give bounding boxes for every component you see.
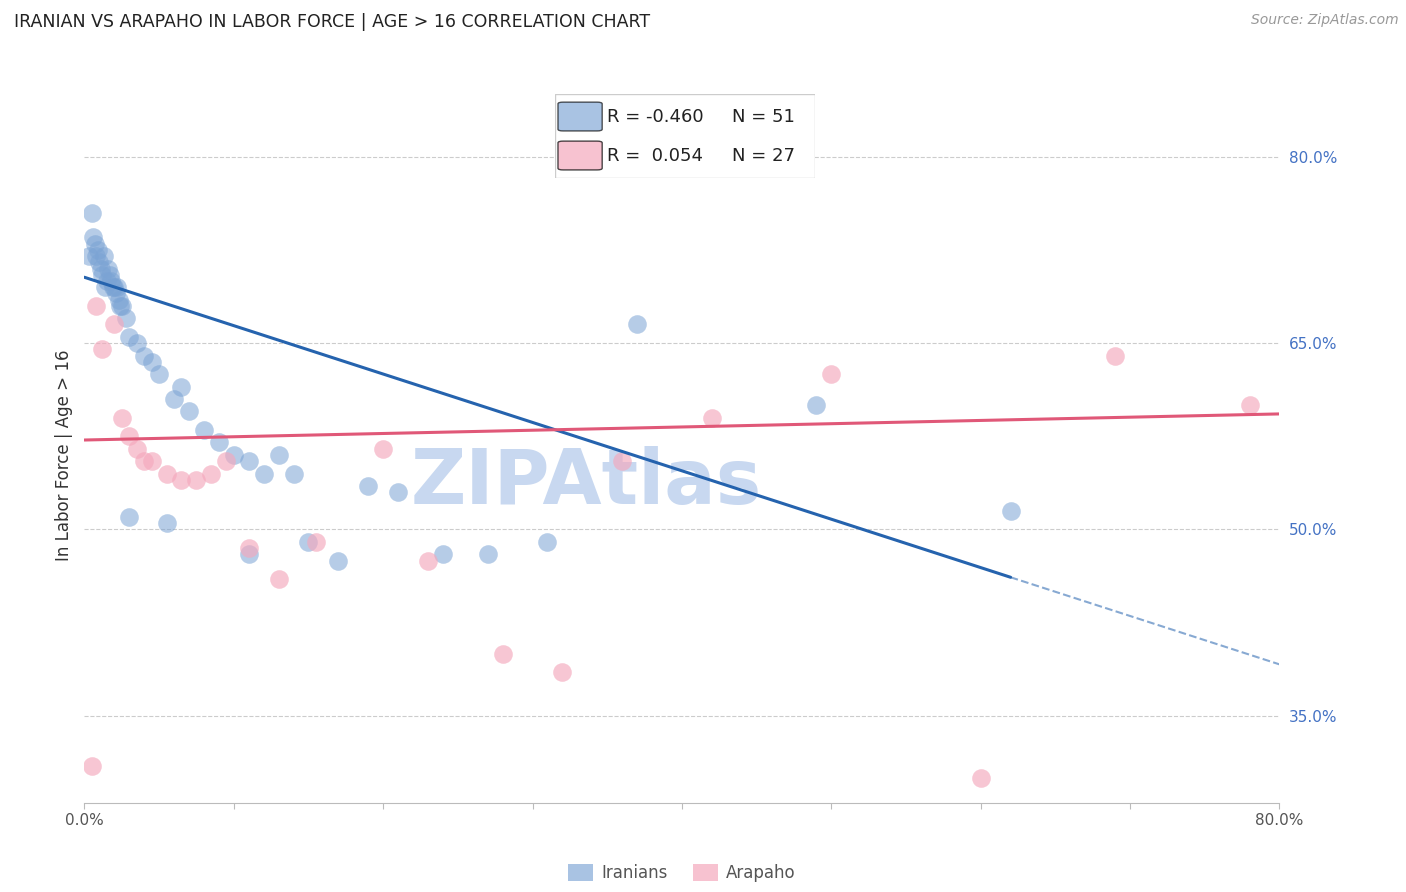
- Point: [387, 485, 409, 500]
- Point: [98, 268, 121, 282]
- Point: [94, 280, 117, 294]
- Point: [432, 547, 454, 561]
- Point: [141, 454, 163, 468]
- Point: [86, 299, 108, 313]
- Point: [155, 516, 177, 531]
- Point: [100, 274, 122, 288]
- Point: [148, 367, 170, 381]
- Point: [86, 249, 108, 263]
- Point: [97, 261, 120, 276]
- Point: [177, 404, 200, 418]
- Point: [193, 423, 215, 437]
- Point: [222, 448, 245, 462]
- Point: [492, 647, 515, 661]
- Text: ZIPAtlas: ZIPAtlas: [411, 446, 762, 520]
- Point: [87, 243, 110, 257]
- Point: [215, 454, 238, 468]
- Point: [238, 454, 260, 468]
- Point: [551, 665, 574, 680]
- Point: [118, 510, 141, 524]
- Point: [305, 534, 328, 549]
- Point: [141, 355, 163, 369]
- Point: [283, 467, 305, 481]
- Point: [96, 274, 118, 288]
- Point: [536, 534, 558, 549]
- Point: [111, 410, 134, 425]
- Point: [806, 398, 828, 412]
- Legend: Iranians, Arapaho: Iranians, Arapaho: [561, 857, 803, 888]
- Point: [610, 454, 633, 468]
- Point: [1104, 349, 1126, 363]
- Point: [110, 299, 132, 313]
- Text: R = -0.460: R = -0.460: [607, 108, 704, 126]
- Point: [90, 261, 112, 276]
- Point: [125, 336, 148, 351]
- FancyBboxPatch shape: [558, 141, 602, 169]
- Point: [1239, 398, 1261, 412]
- Point: [83, 236, 105, 251]
- Point: [155, 467, 177, 481]
- Point: [105, 280, 128, 294]
- Point: [118, 429, 141, 443]
- Point: [80, 758, 103, 772]
- Point: [253, 467, 276, 481]
- Text: N = 51: N = 51: [733, 108, 796, 126]
- Point: [111, 299, 134, 313]
- Point: [104, 286, 127, 301]
- Point: [626, 318, 648, 332]
- Point: [163, 392, 186, 406]
- Point: [93, 249, 115, 263]
- Point: [77, 249, 100, 263]
- Point: [416, 553, 439, 567]
- Text: N = 27: N = 27: [733, 146, 796, 164]
- Point: [820, 367, 842, 381]
- FancyBboxPatch shape: [558, 103, 602, 131]
- Point: [132, 454, 156, 468]
- Point: [371, 442, 394, 456]
- Point: [1000, 504, 1022, 518]
- Point: [200, 467, 222, 481]
- Point: [267, 572, 290, 586]
- Point: [115, 311, 138, 326]
- Text: R =  0.054: R = 0.054: [607, 146, 703, 164]
- Point: [91, 268, 114, 282]
- Point: [101, 280, 124, 294]
- Point: [91, 343, 114, 357]
- Point: [125, 442, 148, 456]
- Point: [208, 435, 231, 450]
- Y-axis label: In Labor Force | Age > 16: In Labor Force | Age > 16: [55, 349, 73, 561]
- Point: [700, 410, 723, 425]
- Point: [107, 293, 129, 307]
- Point: [82, 230, 104, 244]
- FancyBboxPatch shape: [555, 94, 815, 178]
- Point: [118, 330, 141, 344]
- Point: [970, 771, 993, 785]
- Point: [80, 205, 103, 219]
- Point: [132, 349, 156, 363]
- Point: [297, 534, 319, 549]
- Point: [328, 553, 350, 567]
- Point: [103, 318, 125, 332]
- Text: IRANIAN VS ARAPAHO IN LABOR FORCE | AGE > 16 CORRELATION CHART: IRANIAN VS ARAPAHO IN LABOR FORCE | AGE …: [14, 13, 650, 31]
- Point: [170, 473, 193, 487]
- Point: [238, 547, 260, 561]
- Point: [186, 473, 208, 487]
- Point: [170, 379, 193, 393]
- Point: [477, 547, 499, 561]
- Point: [89, 255, 111, 269]
- Point: [267, 448, 290, 462]
- Point: [357, 479, 380, 493]
- Point: [103, 280, 125, 294]
- Text: Source: ZipAtlas.com: Source: ZipAtlas.com: [1251, 13, 1399, 28]
- Point: [238, 541, 260, 555]
